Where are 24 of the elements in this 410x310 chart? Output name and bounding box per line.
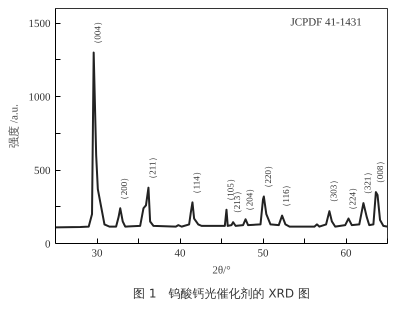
annotation: （211） bbox=[147, 152, 158, 184]
x-tick-label: 60 bbox=[340, 248, 352, 260]
x-tick-label: 40 bbox=[174, 248, 186, 260]
annotation: （200） bbox=[119, 172, 130, 204]
annotation: （204） bbox=[244, 184, 255, 216]
annotation: （220） bbox=[262, 161, 273, 192]
annotation: （114） bbox=[191, 167, 202, 198]
y-tick-label: 1000 bbox=[28, 92, 51, 104]
annotation: （321） bbox=[362, 168, 372, 200]
line-series bbox=[56, 52, 388, 228]
x-tick-label: 30 bbox=[92, 248, 103, 260]
x-axis-title: 2θ/° bbox=[212, 264, 231, 276]
annotation: （008） bbox=[374, 156, 385, 188]
y-tick-label: 500 bbox=[34, 165, 51, 178]
annotation: （116） bbox=[281, 180, 292, 212]
y-tick-label: 1500 bbox=[28, 18, 51, 30]
annotation: （004） bbox=[92, 17, 103, 49]
annotation: JCPDF 41-1431 bbox=[290, 16, 362, 28]
y-axis-title: 强度 /a.u. bbox=[8, 104, 20, 148]
annotation: （303） bbox=[328, 176, 338, 208]
y-tick-label: 0 bbox=[45, 238, 51, 250]
text: 图 1 钨酸钙光催化剂的 XRD 图 bbox=[133, 286, 310, 300]
x-tick-label: 50 bbox=[258, 248, 269, 260]
annotation: （224） bbox=[347, 183, 358, 215]
